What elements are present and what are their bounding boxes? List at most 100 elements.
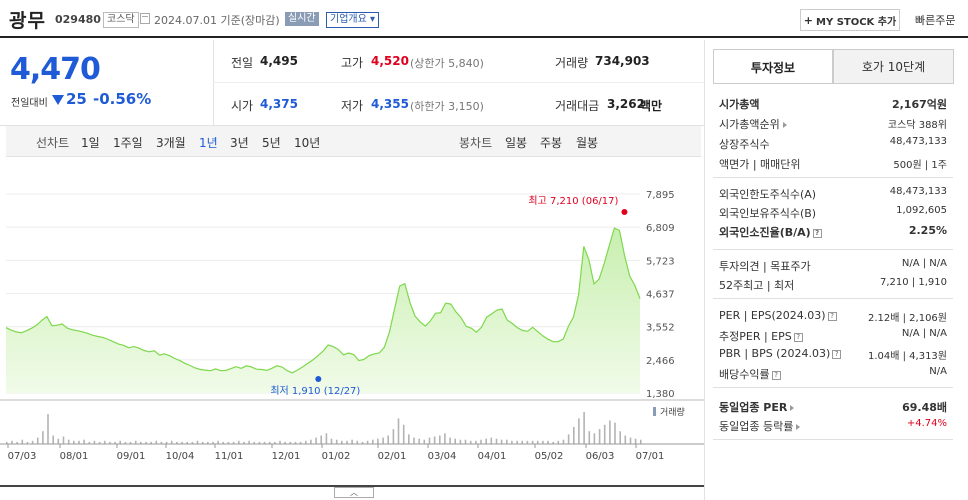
info-value: +4.74% <box>906 418 947 429</box>
volume-bar <box>603 424 606 444</box>
tab-underline <box>713 83 954 84</box>
volume-bar <box>325 433 328 444</box>
volume-bar <box>62 436 65 444</box>
help-icon[interactable]: ? <box>827 311 837 321</box>
volume-bar <box>73 440 75 444</box>
period-bar: 선차트 1일 1주일 3개월 1년 3년 5년 10년 봉차트 일봉 주봉 월봉 <box>6 125 701 157</box>
volume-bar <box>402 424 405 444</box>
volume-bar <box>330 438 333 444</box>
volume-bar <box>423 439 426 444</box>
change-label: 전일대비 <box>11 98 48 109</box>
volume-bar <box>26 441 29 444</box>
volume-bar <box>531 440 534 444</box>
amount-value: 3,262 <box>607 97 645 111</box>
volume-bar <box>428 437 431 444</box>
info-value: 2.25% <box>908 224 947 237</box>
info-label: 배당수익률? <box>719 366 781 382</box>
volume-bar <box>36 437 39 444</box>
help-icon[interactable]: ? <box>793 332 803 342</box>
arrow-right-icon[interactable] <box>796 424 801 430</box>
volume-bar <box>160 441 163 444</box>
volume-bar <box>335 439 338 444</box>
arrow-right-icon[interactable] <box>790 405 795 411</box>
candle-monthly[interactable]: 월봉 <box>576 136 599 150</box>
volume-bar <box>418 438 420 444</box>
divider <box>713 177 953 178</box>
volume-bar <box>83 439 85 444</box>
volume-bar <box>346 440 348 444</box>
volume-bar <box>526 440 529 444</box>
info-label: 추정PER | EPS? <box>719 328 803 344</box>
volume-bar <box>372 439 374 444</box>
volume-bar <box>475 440 477 444</box>
volume-bar <box>21 439 24 444</box>
volume-bar <box>67 439 70 444</box>
period-5y[interactable]: 5년 <box>262 136 281 150</box>
info-value: 500원 | 1주 <box>893 160 947 171</box>
info-value: 코스닥 388위 <box>887 120 947 131</box>
volume-bar <box>52 435 54 444</box>
line-chart-label: 선차트 <box>36 136 70 150</box>
volume-bar <box>536 440 539 444</box>
volume-bar <box>232 441 235 444</box>
period-1w[interactable]: 1주일 <box>113 136 143 150</box>
max-annotation: 최고 7,210 (06/17) <box>528 195 618 207</box>
volume-bar <box>469 440 472 444</box>
volume-bar <box>181 441 183 444</box>
period-1y[interactable]: 1년 <box>199 136 218 150</box>
arrow-right-icon[interactable] <box>782 122 787 128</box>
help-icon[interactable]: ? <box>812 228 822 238</box>
volume-bar <box>93 440 96 444</box>
volume-label: 거래량 <box>555 56 589 70</box>
help-icon[interactable]: ? <box>771 370 781 380</box>
volume-bar <box>98 441 101 444</box>
company-info-dropdown[interactable]: 기업개요 ▾ <box>326 12 379 28</box>
candle-daily[interactable]: 일봉 <box>505 136 528 150</box>
volume-bar <box>31 440 34 444</box>
info-value: 2,167억원 <box>891 98 947 111</box>
volume-value: 734,903 <box>595 54 650 68</box>
volume-bar <box>129 441 132 444</box>
volume-bar <box>454 438 456 444</box>
volume-bar <box>268 441 271 444</box>
info-value: 48,473,133 <box>889 136 947 147</box>
add-mystock-button[interactable]: + MY STOCK 추가 <box>800 9 900 31</box>
tab-orderbook[interactable]: 호가 10단계 <box>833 49 954 84</box>
expand-chart-button[interactable]: ︿ <box>334 487 374 498</box>
volume-bar <box>305 440 307 444</box>
min-annotation: 최저 1,910 (12/27) <box>270 385 360 397</box>
volume-bar <box>392 429 395 444</box>
realtime-badge[interactable]: 실시간 <box>285 12 319 26</box>
candle-weekly[interactable]: 주봉 <box>540 136 563 150</box>
min-point-marker <box>315 376 322 382</box>
volume-bar <box>165 441 168 444</box>
stock-price-chart[interactable]: 7,895 6,809 5,723 4,637 3,552 2,466 1,380 최고 7,… <box>0 160 704 500</box>
volume-bar <box>506 439 508 444</box>
chevron-up-icon: ︿ <box>350 488 358 497</box>
volume-bar <box>114 441 116 444</box>
volume-bar <box>624 435 627 444</box>
current-price: 4,470 <box>10 52 101 87</box>
volume-bar <box>212 441 214 444</box>
period-10y[interactable]: 10년 <box>294 136 321 150</box>
x-tick-label: 03/04 <box>428 451 457 462</box>
volume-bar <box>567 434 570 444</box>
change-value: 25 <box>66 90 87 108</box>
info-label: 상장주식수 <box>719 138 770 151</box>
volume-bar <box>356 440 359 444</box>
tab-investment-info[interactable]: 투자정보 <box>713 49 833 84</box>
help-icon[interactable]: ? <box>832 349 842 359</box>
x-tick-label: 09/01 <box>117 451 146 462</box>
volume-bar <box>78 440 80 444</box>
quick-order-link[interactable]: 빠른주문 <box>915 14 956 27</box>
info-value: N/A | N/A <box>901 328 947 339</box>
period-3y[interactable]: 3년 <box>230 136 249 150</box>
x-tick-label: 07/01 <box>636 451 665 462</box>
volume-bar <box>201 441 204 444</box>
period-3m[interactable]: 3개월 <box>156 136 186 150</box>
volume-bar <box>103 440 106 444</box>
volume-bar <box>542 440 544 444</box>
amount-label: 거래대금 <box>555 99 600 113</box>
period-1d[interactable]: 1일 <box>81 136 100 150</box>
info-label: 동일업종 PER <box>719 399 795 415</box>
